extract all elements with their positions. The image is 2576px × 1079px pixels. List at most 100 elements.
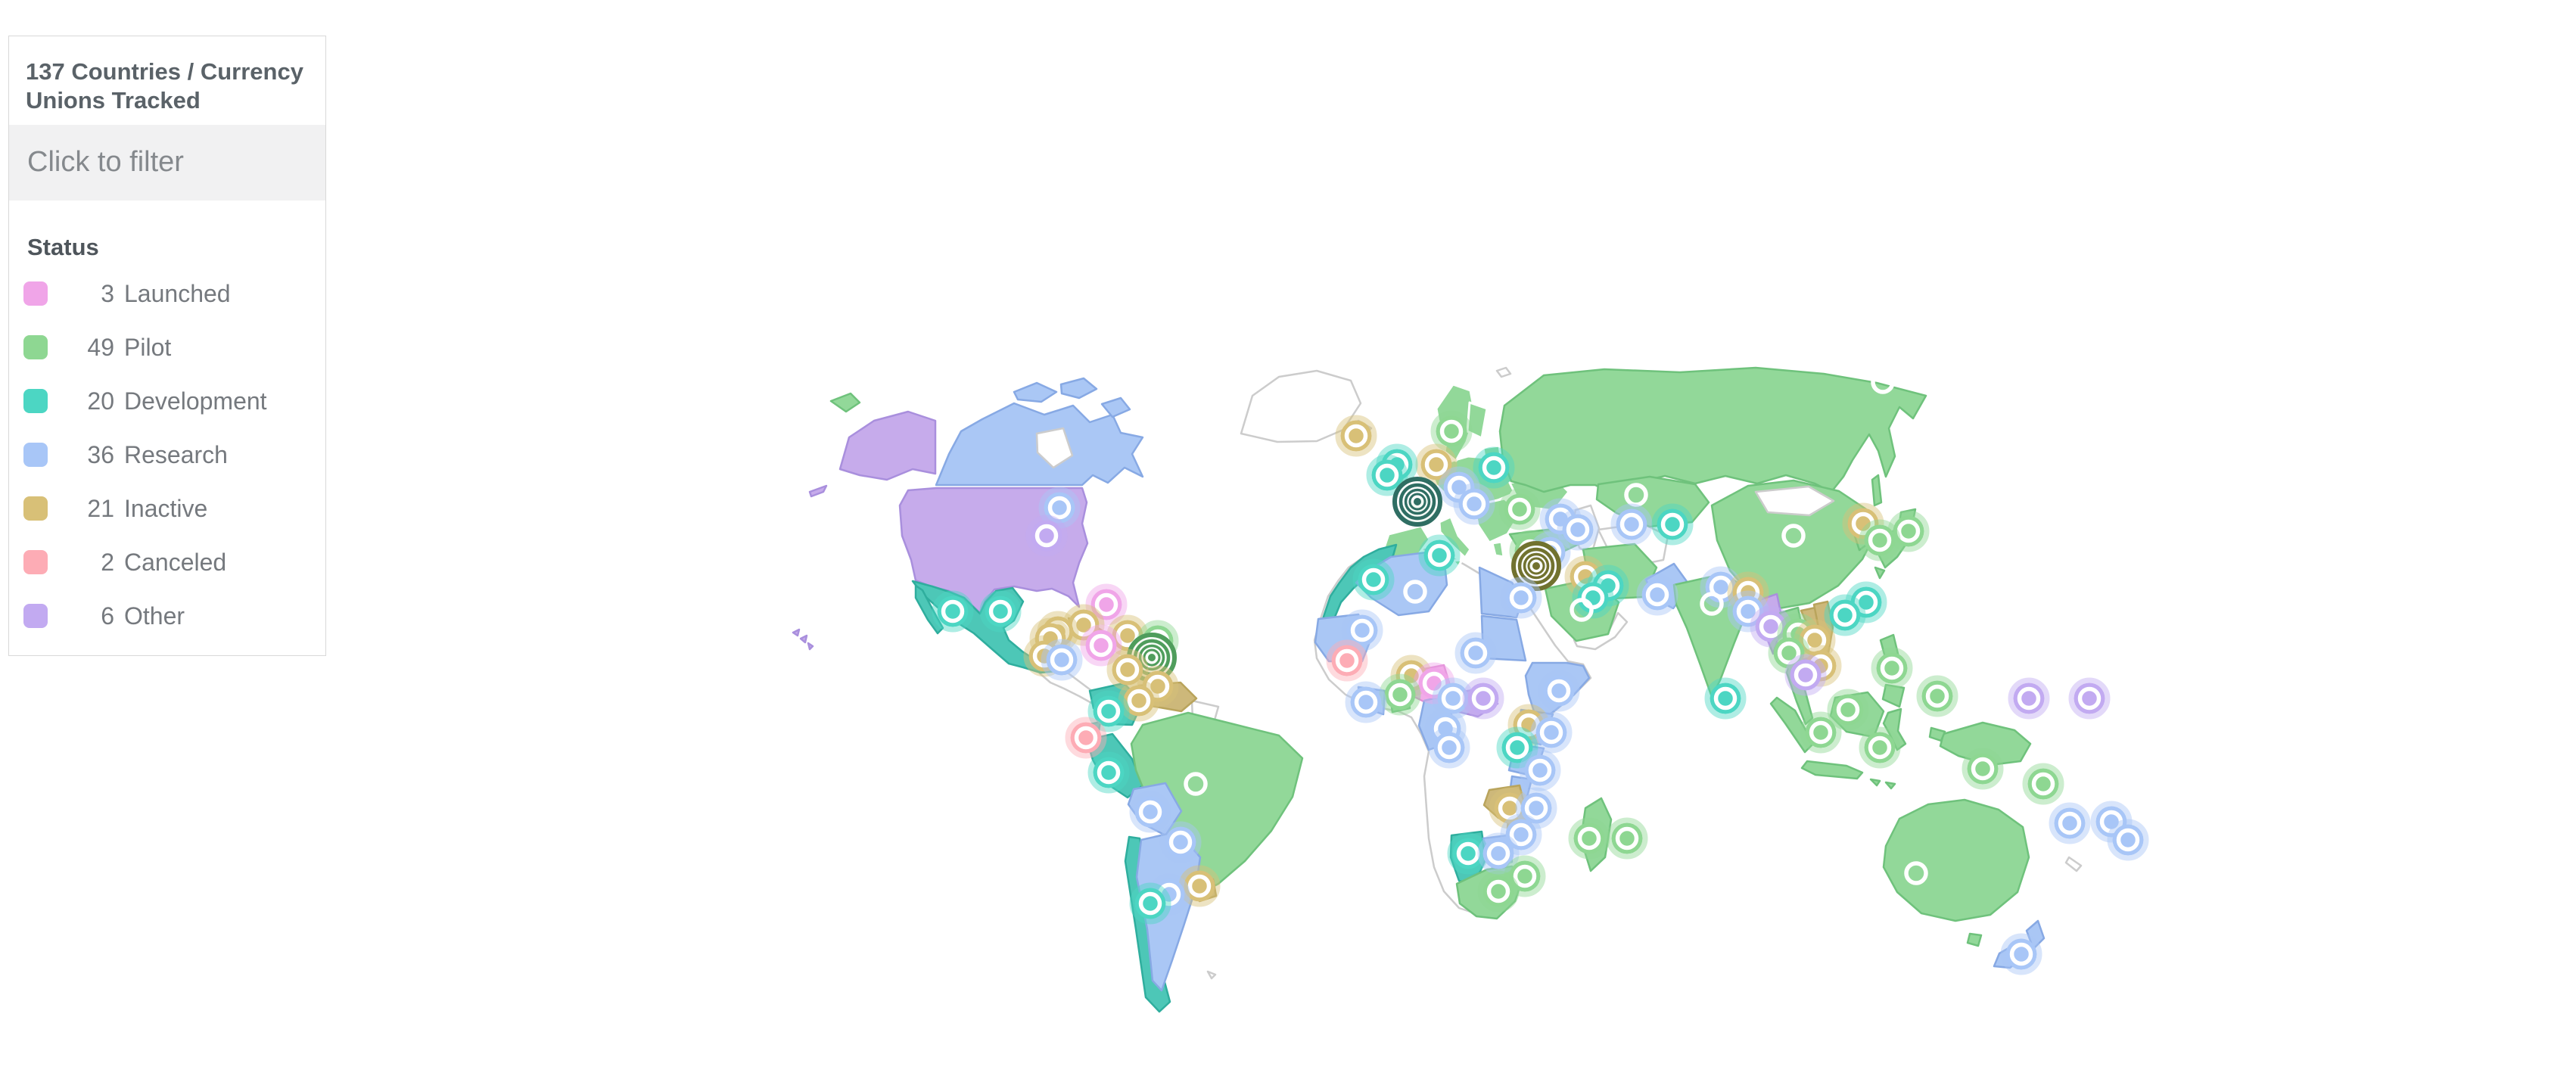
map-marker-other[interactable] bbox=[1784, 654, 1827, 696]
legend-item-pilot[interactable]: 49 Pilot bbox=[9, 321, 325, 375]
map-marker-pilot[interactable] bbox=[1184, 772, 1208, 796]
map-marker-research[interactable] bbox=[1538, 670, 1580, 712]
map-marker-research[interactable] bbox=[1515, 787, 1557, 829]
map-marker-pilot[interactable] bbox=[1800, 711, 1842, 754]
map-marker-other[interactable] bbox=[2068, 677, 2111, 720]
map-marker-research[interactable] bbox=[2000, 933, 2042, 975]
map-marker-development[interactable] bbox=[1473, 446, 1515, 489]
map-marker-research[interactable] bbox=[1557, 508, 1599, 551]
map-marker-development[interactable] bbox=[1572, 577, 1614, 619]
island-sakhalin bbox=[1871, 474, 1883, 507]
country-mongolia[interactable] bbox=[1754, 485, 1835, 517]
map-marker-pilot[interactable] bbox=[2022, 763, 2064, 805]
map-marker-inactive[interactable] bbox=[1178, 865, 1221, 907]
map-marker-development[interactable] bbox=[1418, 534, 1461, 577]
map-marker-development[interactable] bbox=[979, 590, 1022, 633]
map-marker-research[interactable] bbox=[1129, 791, 1171, 833]
map-marker-research[interactable] bbox=[1500, 577, 1542, 619]
map-marker-inactive[interactable] bbox=[1415, 443, 1458, 486]
map-marker-pilot[interactable] bbox=[1962, 748, 2004, 790]
island-new-guinea[interactable] bbox=[1939, 721, 2032, 766]
map-marker-other[interactable] bbox=[2008, 677, 2050, 720]
map-marker-canceled[interactable] bbox=[1326, 639, 1368, 682]
map-marker-research[interactable] bbox=[1403, 580, 1427, 604]
country-russia[interactable] bbox=[1498, 366, 1927, 493]
map-marker-development[interactable] bbox=[1366, 454, 1408, 496]
map-marker-launched[interactable] bbox=[1080, 624, 1122, 667]
country-finland[interactable] bbox=[1466, 401, 1489, 440]
map-marker-other[interactable] bbox=[1025, 515, 1068, 557]
map-marker-development[interactable] bbox=[1087, 690, 1130, 732]
map-marker-development[interactable] bbox=[1352, 558, 1395, 601]
map-marker-research[interactable] bbox=[1038, 487, 1081, 529]
map-marker-pilot[interactable] bbox=[1904, 861, 1928, 885]
map-marker-research[interactable] bbox=[1453, 483, 1495, 525]
map-marker-pilot[interactable] bbox=[1768, 632, 1810, 674]
map-marker-development[interactable] bbox=[932, 590, 974, 633]
country-italy[interactable] bbox=[1438, 515, 1472, 559]
map-marker-development[interactable] bbox=[1496, 726, 1538, 769]
map-marker-pilot[interactable] bbox=[1606, 817, 1648, 860]
map-marker-canceled[interactable] bbox=[1065, 717, 1107, 759]
map-marker-research[interactable] bbox=[1530, 711, 1573, 754]
country-australia[interactable] bbox=[1882, 798, 2030, 922]
legend-item-inactive[interactable]: 21 Inactive bbox=[9, 482, 325, 536]
island-sumatra[interactable] bbox=[1769, 696, 1815, 754]
map-marker-research[interactable] bbox=[1519, 749, 1561, 791]
map-marker-research[interactable] bbox=[2049, 802, 2091, 844]
map-marker-development[interactable] bbox=[1704, 677, 1747, 720]
island-java[interactable] bbox=[1800, 760, 1864, 780]
map-marker-pilot[interactable] bbox=[1700, 592, 1724, 616]
filter-hint[interactable]: Click to filter bbox=[9, 124, 325, 201]
map-marker-development[interactable] bbox=[1824, 594, 1866, 636]
map-marker-pilot[interactable] bbox=[1871, 647, 1913, 689]
map-marker-inactive[interactable] bbox=[1335, 415, 1377, 457]
map-marker-research[interactable] bbox=[1477, 832, 1520, 875]
map-marker-research[interactable] bbox=[1610, 503, 1653, 546]
map-marker-pilot[interactable] bbox=[1511, 541, 1561, 591]
island-sulawesi bbox=[1882, 707, 1907, 751]
map-marker-pilot[interactable] bbox=[1504, 855, 1546, 897]
map-marker-research[interactable] bbox=[1454, 632, 1497, 674]
legend-item-other[interactable]: 6 Other bbox=[9, 589, 325, 643]
map-marker-pilot[interactable] bbox=[1498, 488, 1541, 530]
map-marker-pilot[interactable] bbox=[1392, 477, 1442, 527]
map-marker-other[interactable] bbox=[1750, 605, 1792, 648]
legend-item-canceled[interactable]: 2 Canceled bbox=[9, 536, 325, 589]
map-marker-pilot[interactable] bbox=[1624, 483, 1648, 507]
legend-item-research[interactable]: 36 Research bbox=[9, 428, 325, 482]
map-marker-research[interactable] bbox=[1428, 726, 1470, 769]
map-marker-pilot[interactable] bbox=[1379, 673, 1421, 716]
map-marker-research[interactable] bbox=[1500, 813, 1542, 856]
map-marker-research[interactable] bbox=[1341, 609, 1383, 651]
map-marker-development[interactable] bbox=[1447, 832, 1489, 875]
map-marker-inactive[interactable] bbox=[1106, 648, 1149, 691]
legend-item-development[interactable]: 20 Development bbox=[9, 375, 325, 428]
map-marker-other[interactable] bbox=[1462, 677, 1504, 720]
legend-item-launched[interactable]: 3 Launched bbox=[9, 267, 325, 321]
map-marker-pilot[interactable] bbox=[1568, 817, 1610, 860]
map-marker-pilot[interactable] bbox=[1916, 675, 1958, 717]
map-marker-pilot[interactable] bbox=[1570, 598, 1594, 622]
map-marker-research[interactable] bbox=[1636, 574, 1678, 616]
map-marker-research[interactable] bbox=[1345, 681, 1387, 723]
map-marker-development[interactable] bbox=[1087, 751, 1130, 794]
map-marker-pilot[interactable] bbox=[1859, 519, 1901, 561]
map-marker-launched[interactable] bbox=[1085, 583, 1128, 626]
map-marker-pilot[interactable] bbox=[1430, 410, 1473, 452]
map-marker-pilot[interactable] bbox=[1859, 726, 1901, 769]
country-usa[interactable] bbox=[898, 487, 1089, 614]
map-marker-research[interactable] bbox=[1159, 821, 1202, 863]
map-marker-development[interactable] bbox=[1651, 503, 1694, 546]
map-marker-research[interactable] bbox=[1041, 639, 1083, 681]
map-canvas[interactable] bbox=[787, 362, 2164, 1029]
map-marker-research[interactable] bbox=[1727, 590, 1769, 633]
map-marker-pilot[interactable] bbox=[1781, 524, 1806, 548]
map-marker-research[interactable] bbox=[2107, 819, 2149, 861]
map-marker-pilot[interactable] bbox=[1477, 870, 1520, 913]
map-marker-pilot[interactable] bbox=[1827, 689, 1869, 731]
map-marker-pilot[interactable] bbox=[1871, 370, 1895, 394]
map-marker-inactive[interactable] bbox=[1118, 679, 1160, 722]
map-marker-inactive[interactable] bbox=[1062, 604, 1105, 646]
map-marker-development[interactable] bbox=[1129, 882, 1171, 925]
